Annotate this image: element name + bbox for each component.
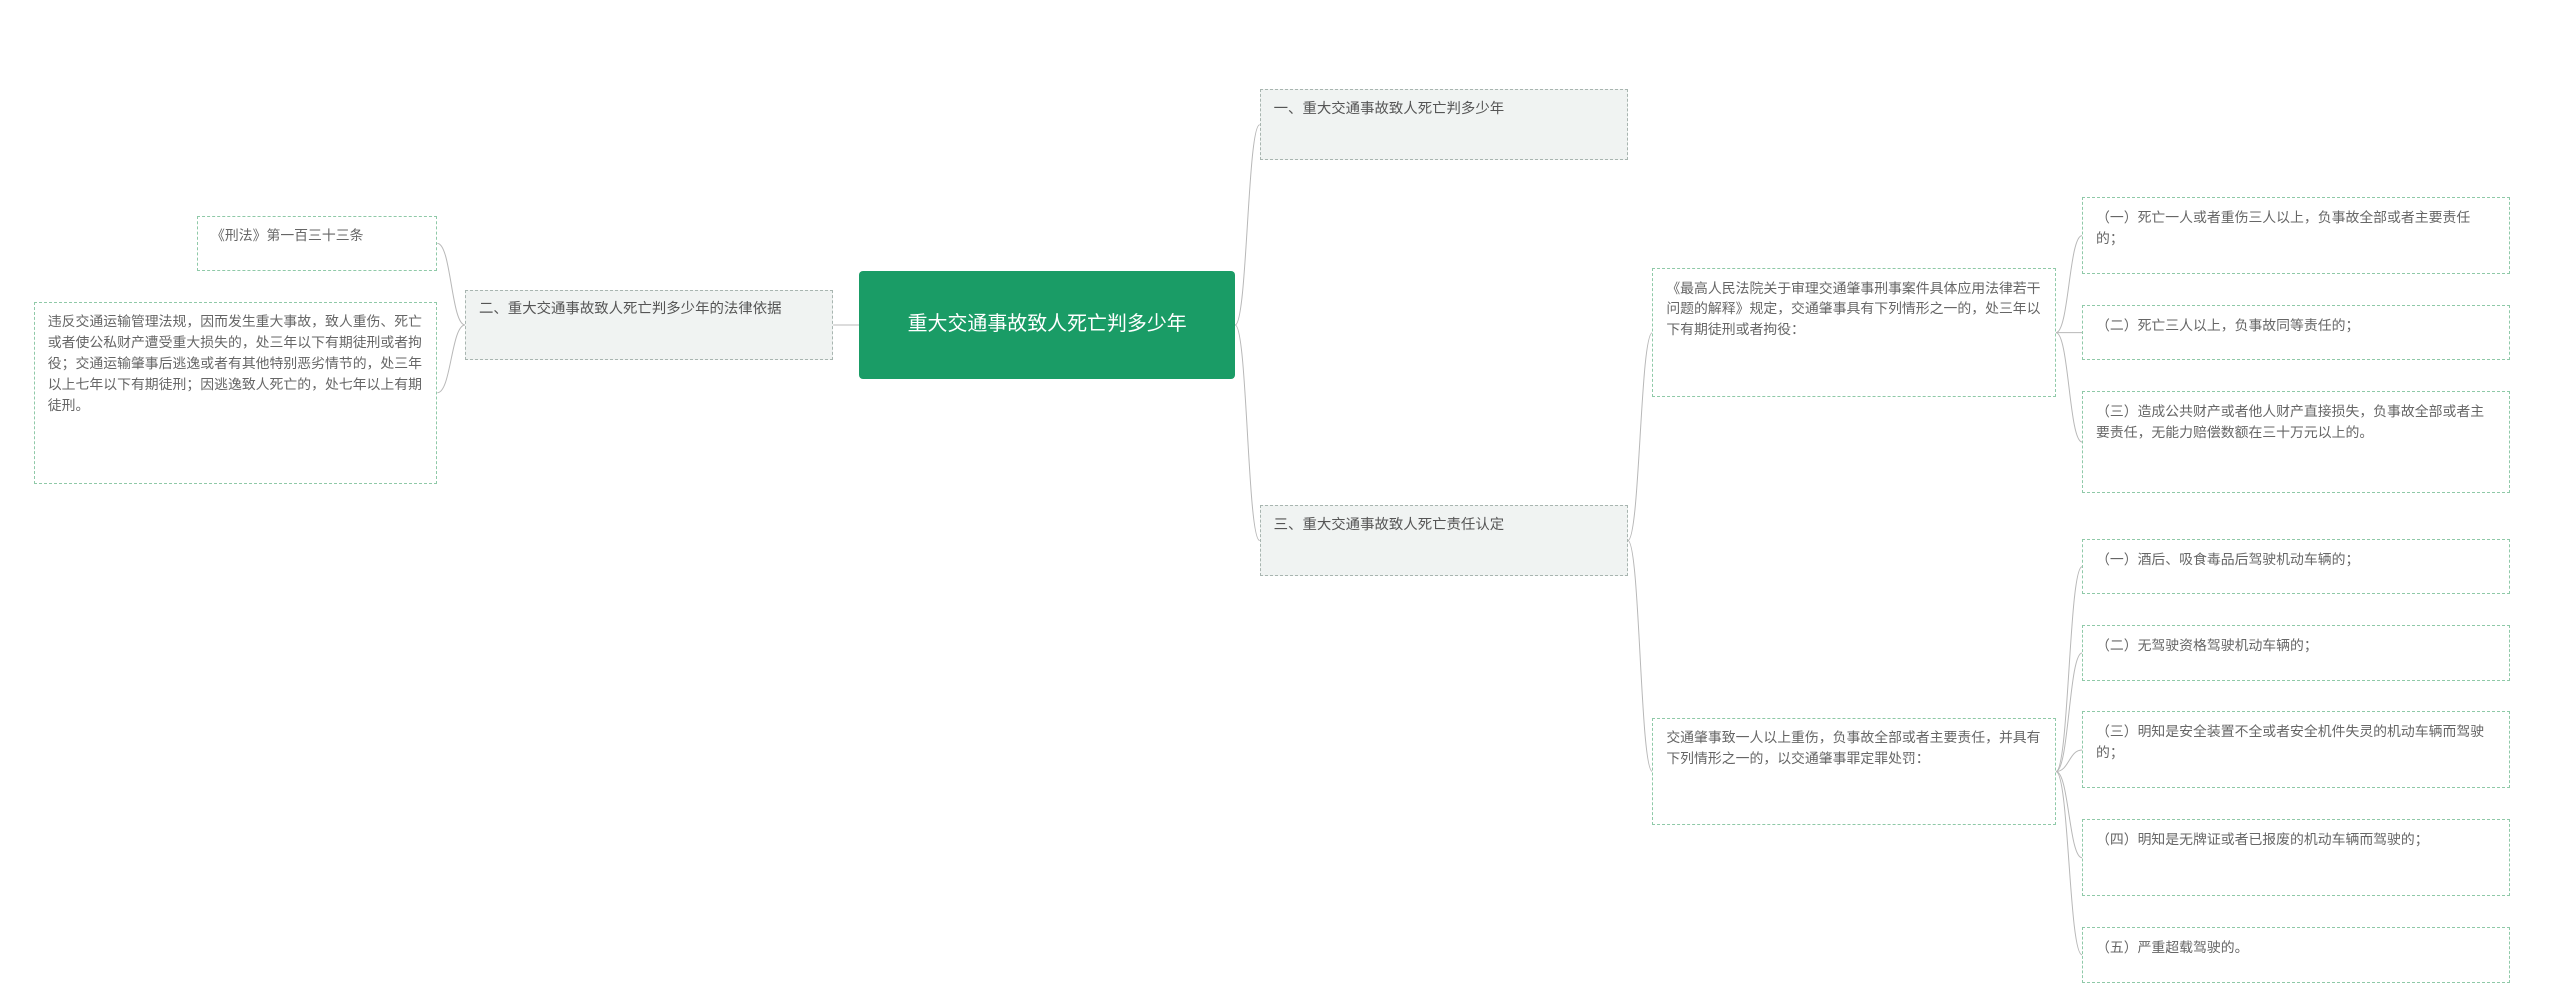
node-r3-0-2: （三）造成公共财产或者他人财产直接损失，负事故全部或者主要责任，无能力赔偿数额在… — [2082, 391, 2510, 493]
root-node: 重大交通事故致人死亡判多少年 — [859, 271, 1235, 379]
branch-l2: 二、重大交通事故致人死亡判多少年的法律依据 — [465, 290, 833, 361]
node-r3-1-1: （二）无驾驶资格驾驶机动车辆的； — [2082, 625, 2510, 680]
node-r3-1-3: （四）明知是无牌证或者已报废的机动车辆而驾驶的； — [2082, 819, 2510, 896]
node-r3-0: 《最高人民法院关于审理交通肇事刑事案件具体应用法律若干问题的解释》规定，交通肇事… — [1652, 268, 2055, 397]
node-r3-1-0: （一）酒后、吸食毒品后驾驶机动车辆的； — [2082, 539, 2510, 594]
node-l2-1: 违反交通运输管理法规，因而发生重大事故，致人重伤、死亡或者使公私财产遭受重大损失… — [34, 302, 437, 484]
node-r3-0-1: （二）死亡三人以上，负事故同等责任的； — [2082, 305, 2510, 360]
node-r3-1-2: （三）明知是安全装置不全或者安全机件失灵的机动车辆而驾驶的； — [2082, 711, 2510, 788]
branch-r1: 一、重大交通事故致人死亡判多少年 — [1260, 89, 1628, 160]
node-r3-1: 交通肇事致一人以上重伤，负事故全部或者主要责任，并具有下列情形之一的，以交通肇事… — [1652, 718, 2055, 826]
node-r3-0-0: （一）死亡一人或者重伤三人以上，负事故全部或者主要责任的； — [2082, 197, 2510, 274]
branch-r3: 三、重大交通事故致人死亡责任认定 — [1260, 505, 1628, 576]
node-l2-0: 《刑法》第一百三十三条 — [197, 216, 437, 271]
node-r3-1-4: （五）严重超载驾驶的。 — [2082, 927, 2510, 982]
